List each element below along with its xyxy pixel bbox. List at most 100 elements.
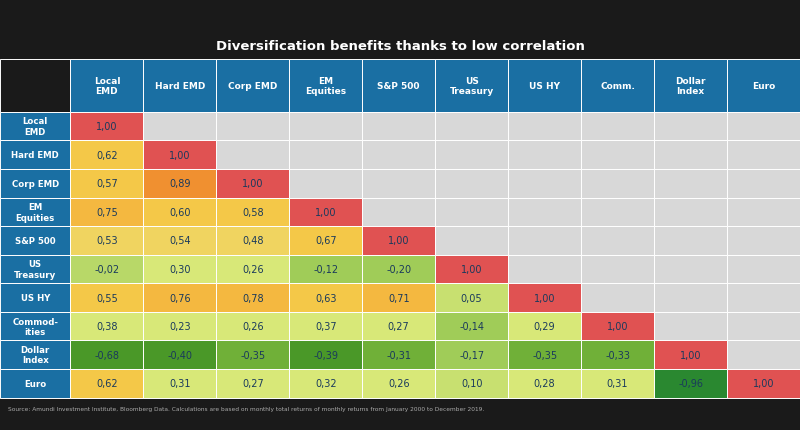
Bar — [216, 169, 290, 198]
Bar — [70, 169, 143, 198]
Bar — [435, 227, 508, 255]
Bar — [0, 312, 70, 341]
Bar — [70, 60, 143, 113]
Text: 1,00: 1,00 — [169, 150, 190, 160]
Bar — [0, 284, 70, 312]
Text: 1,00: 1,00 — [534, 293, 555, 303]
Bar — [654, 169, 727, 198]
Text: 0,71: 0,71 — [388, 293, 410, 303]
Bar — [508, 113, 581, 141]
Bar — [654, 312, 727, 341]
Text: S&P 500: S&P 500 — [378, 82, 420, 91]
Text: 1,00: 1,00 — [315, 207, 337, 217]
Text: -0,02: -0,02 — [94, 264, 119, 274]
Bar — [581, 198, 654, 227]
Text: Dollar
Index: Dollar Index — [21, 345, 50, 365]
Text: -0,35: -0,35 — [532, 350, 558, 360]
Bar — [290, 113, 362, 141]
Bar — [435, 255, 508, 284]
Bar — [0, 255, 70, 284]
Bar — [362, 141, 435, 169]
Bar — [216, 312, 290, 341]
Bar — [508, 312, 581, 341]
Bar — [435, 141, 508, 169]
Text: 0,75: 0,75 — [96, 207, 118, 217]
Bar — [70, 341, 143, 369]
Bar — [508, 369, 581, 398]
Text: 0,76: 0,76 — [169, 293, 190, 303]
Bar — [143, 198, 216, 227]
Bar — [435, 369, 508, 398]
Text: 0,38: 0,38 — [96, 322, 118, 332]
Bar — [143, 60, 216, 113]
Text: 0,31: 0,31 — [169, 378, 190, 388]
Bar — [435, 312, 508, 341]
Bar — [216, 255, 290, 284]
Text: US
Treasury: US Treasury — [450, 77, 494, 96]
Text: -0,20: -0,20 — [386, 264, 411, 274]
Text: -0,40: -0,40 — [167, 350, 192, 360]
Bar — [654, 141, 727, 169]
Text: Comm.: Comm. — [600, 82, 635, 91]
Bar — [727, 284, 800, 312]
Bar — [143, 141, 216, 169]
Bar — [727, 141, 800, 169]
Text: 0,89: 0,89 — [169, 179, 190, 189]
Bar — [70, 284, 143, 312]
Text: Diversification benefits thanks to low correlation: Diversification benefits thanks to low c… — [215, 40, 585, 53]
Text: Corp EMD: Corp EMD — [11, 179, 59, 188]
Text: 0,48: 0,48 — [242, 236, 263, 246]
Text: 0,54: 0,54 — [169, 236, 190, 246]
Text: US HY: US HY — [529, 82, 560, 91]
Text: US
Treasury: US Treasury — [14, 260, 56, 279]
Bar — [143, 284, 216, 312]
Bar — [143, 312, 216, 341]
Text: Commod-
ities: Commod- ities — [12, 317, 58, 336]
Text: -0,31: -0,31 — [386, 350, 411, 360]
Bar — [70, 141, 143, 169]
Text: 0,26: 0,26 — [242, 264, 264, 274]
Bar — [70, 198, 143, 227]
Text: 0,60: 0,60 — [169, 207, 190, 217]
Bar — [362, 312, 435, 341]
Bar — [581, 312, 654, 341]
Bar — [362, 284, 435, 312]
Text: -0,68: -0,68 — [94, 350, 119, 360]
Text: 0,27: 0,27 — [388, 322, 410, 332]
Bar — [143, 113, 216, 141]
Text: Source: Amundi Investment Institute, Bloomberg Data. Calculations are based on m: Source: Amundi Investment Institute, Blo… — [8, 406, 484, 412]
Bar — [654, 198, 727, 227]
Bar — [290, 227, 362, 255]
Text: 0,67: 0,67 — [315, 236, 337, 246]
Text: Local
EMD: Local EMD — [94, 77, 120, 96]
Bar — [727, 198, 800, 227]
Text: 0,78: 0,78 — [242, 293, 264, 303]
Bar — [290, 60, 362, 113]
Bar — [143, 227, 216, 255]
Bar — [435, 169, 508, 198]
Text: -0,96: -0,96 — [678, 378, 703, 388]
Text: -0,35: -0,35 — [240, 350, 266, 360]
Bar — [143, 255, 216, 284]
Bar — [654, 284, 727, 312]
Bar — [290, 369, 362, 398]
Bar — [654, 227, 727, 255]
Bar — [508, 341, 581, 369]
Bar — [727, 227, 800, 255]
Bar — [216, 198, 290, 227]
Text: 1,00: 1,00 — [753, 378, 774, 388]
Text: -0,14: -0,14 — [459, 322, 484, 332]
Bar — [362, 113, 435, 141]
Text: 0,32: 0,32 — [315, 378, 337, 388]
Bar — [290, 255, 362, 284]
Bar — [581, 113, 654, 141]
Bar — [727, 113, 800, 141]
Bar — [654, 341, 727, 369]
Bar — [581, 227, 654, 255]
Bar — [581, 60, 654, 113]
Text: Euro: Euro — [752, 82, 775, 91]
Bar — [727, 341, 800, 369]
Bar — [0, 227, 70, 255]
Text: Hard EMD: Hard EMD — [11, 151, 59, 160]
Bar — [362, 227, 435, 255]
